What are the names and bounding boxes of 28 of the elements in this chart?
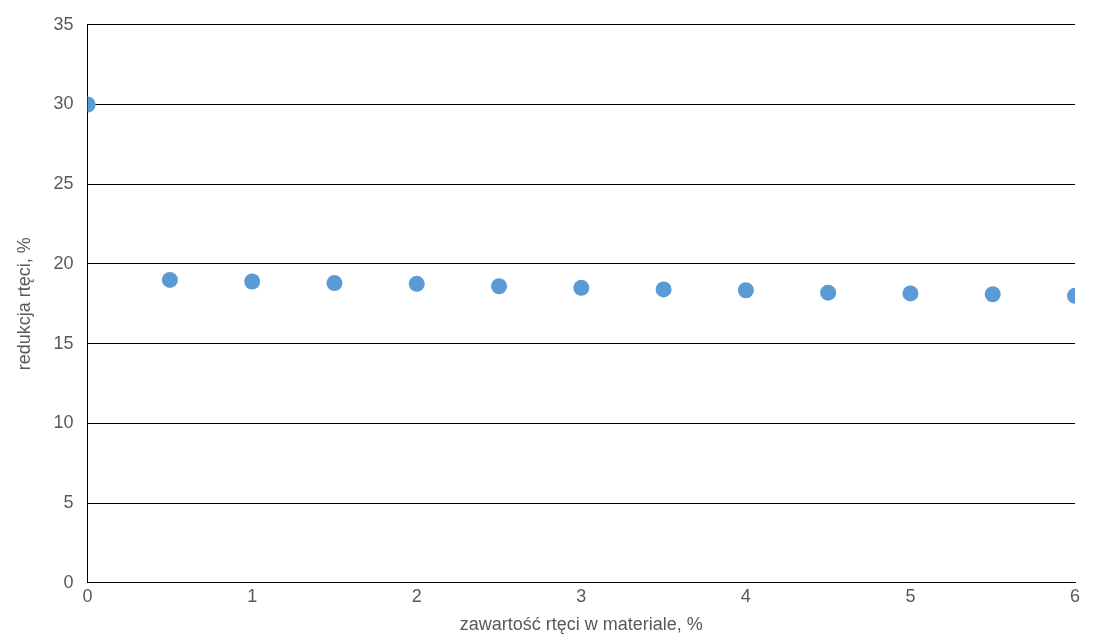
- y-tick-label: 10: [53, 412, 74, 433]
- y-tick-label: 35: [53, 13, 74, 34]
- point: [573, 279, 590, 296]
- y-tick-label: 5: [63, 492, 74, 513]
- x-tick-label: 4: [740, 585, 751, 606]
- point: [326, 275, 343, 292]
- y-tick-label: 30: [53, 93, 74, 114]
- x-tick-label: 5: [905, 585, 916, 606]
- point: [902, 285, 919, 302]
- point: [820, 284, 837, 301]
- point: [655, 281, 672, 298]
- y-tick-label: 25: [53, 173, 74, 194]
- y-tick-label: 20: [53, 252, 74, 273]
- x-tick-label: 0: [82, 585, 93, 606]
- x-tick-label: 6: [1069, 585, 1081, 606]
- point: [737, 282, 754, 299]
- x-axis-title: zawartość rtęci w materiale, %: [459, 614, 703, 635]
- point: [408, 275, 425, 292]
- x-tick-label: 2: [411, 585, 422, 606]
- x-tick-label: 3: [576, 585, 587, 606]
- point: [984, 286, 1001, 303]
- point: [244, 273, 261, 290]
- point: [161, 271, 178, 288]
- x-tick-label: 1: [247, 585, 258, 606]
- point: [491, 278, 508, 295]
- y-axis-title: redukcja rtęci, %: [13, 237, 34, 371]
- y-tick-label: 15: [53, 332, 74, 353]
- y-tick-label: 0: [63, 571, 74, 592]
